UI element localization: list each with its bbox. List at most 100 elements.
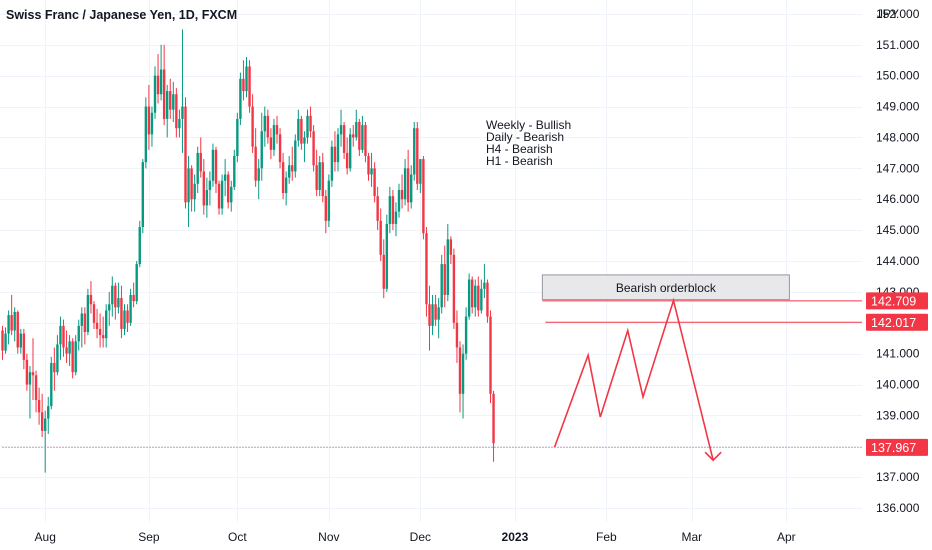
candle-body — [309, 115, 312, 132]
chart-grid — [0, 0, 862, 522]
candle-body — [92, 304, 96, 323]
candle-body — [98, 328, 102, 336]
candle-body — [19, 333, 22, 348]
candle-body — [181, 106, 184, 119]
candle-body — [486, 282, 489, 317]
candle-body — [214, 149, 218, 184]
candle-body — [123, 310, 126, 329]
candle-body — [208, 180, 212, 190]
candle-body — [44, 418, 47, 431]
price-tick-label: 137.000 — [876, 470, 920, 484]
orderblock-label: Bearish orderblock — [616, 281, 717, 295]
candle-body — [291, 165, 294, 172]
candle-body — [254, 146, 257, 181]
note-h4: H4 - Bearish — [486, 142, 553, 156]
price-tick-label: 152.000 — [876, 7, 920, 21]
candle-body — [297, 118, 300, 141]
candle-body — [101, 335, 105, 339]
candle-body — [50, 362, 53, 407]
candle-body — [147, 106, 151, 135]
candle-body — [172, 94, 175, 110]
candle-body — [379, 220, 382, 255]
time-tick-label: Mar — [681, 530, 702, 544]
candle-body — [89, 294, 93, 305]
price-tick-label: 151.000 — [876, 38, 920, 52]
candle-body — [440, 264, 443, 308]
projection-line — [553, 297, 714, 461]
price-tick-label: 150.000 — [876, 69, 920, 83]
candle-body — [382, 254, 385, 289]
candle-body — [245, 66, 248, 92]
candle-body — [95, 322, 99, 329]
candle-body — [315, 165, 318, 190]
price-tick-label: 148.000 — [876, 130, 920, 144]
candle-body — [59, 325, 62, 345]
candle-body — [461, 353, 465, 394]
price-tick-label: 139.000 — [876, 408, 920, 422]
candle-body — [324, 196, 327, 221]
candle-body — [184, 106, 187, 203]
candle-body — [150, 112, 154, 135]
candle-body — [144, 106, 148, 163]
bearish-orderblock-zone: Bearish orderblock — [541, 274, 790, 301]
candle-body — [34, 375, 38, 400]
candle-body — [467, 279, 471, 317]
candle-body — [464, 316, 468, 354]
candle-body — [364, 125, 367, 156]
candle-body — [352, 134, 355, 138]
candle-body — [449, 239, 453, 255]
candle-body — [175, 94, 178, 129]
price-tag-label: 142.709 — [871, 294, 916, 308]
candle-body — [428, 304, 431, 326]
candle-body — [7, 315, 10, 334]
price-tick-label: 144.000 — [876, 254, 920, 268]
candle-body — [336, 134, 340, 163]
projection-path — [553, 297, 722, 462]
time-tick-label: Nov — [318, 530, 339, 544]
candle-body — [373, 168, 376, 197]
candle-body — [333, 146, 337, 163]
candle-body — [105, 310, 108, 339]
candle-body — [483, 282, 486, 289]
candle-body — [53, 362, 56, 373]
candle-body — [162, 69, 166, 119]
candle-body — [13, 311, 16, 331]
candle-body — [422, 159, 425, 234]
candle-body — [114, 285, 117, 308]
candle-body — [281, 162, 285, 194]
candle-body — [419, 159, 422, 184]
price-tick-label: 145.000 — [876, 223, 920, 237]
candle-body — [248, 66, 251, 107]
candle-body — [22, 333, 26, 360]
time-tick-label: Aug — [35, 530, 56, 544]
candle-body — [294, 140, 297, 172]
candle-body — [4, 333, 7, 351]
price-tag — [866, 313, 928, 331]
candle-body — [25, 359, 29, 385]
candle-body — [169, 91, 172, 110]
candle-body — [40, 412, 44, 431]
candle-body — [223, 174, 227, 181]
candle-body — [471, 279, 474, 308]
candle-body — [321, 162, 324, 197]
candle-body — [233, 155, 236, 187]
candle-body — [178, 118, 181, 129]
candle-body — [251, 106, 254, 147]
candle-body — [480, 288, 483, 311]
candle-body — [77, 325, 80, 342]
candle-body — [68, 341, 71, 354]
chart-title: Swiss Franc / Japanese Yen, 1D, FXCM — [6, 8, 238, 22]
candle-body — [342, 125, 346, 153]
price-tick-label: 147.000 — [876, 161, 920, 175]
candle-body — [345, 152, 349, 169]
candle-body — [220, 180, 224, 209]
candle-body — [266, 115, 270, 138]
candle-body — [187, 168, 190, 203]
candle-body — [394, 211, 398, 224]
candle-body — [431, 304, 434, 326]
candle-body — [330, 146, 334, 181]
time-tick-label: Oct — [228, 530, 247, 544]
level-lines — [2, 300, 862, 448]
candle-body — [211, 149, 215, 181]
